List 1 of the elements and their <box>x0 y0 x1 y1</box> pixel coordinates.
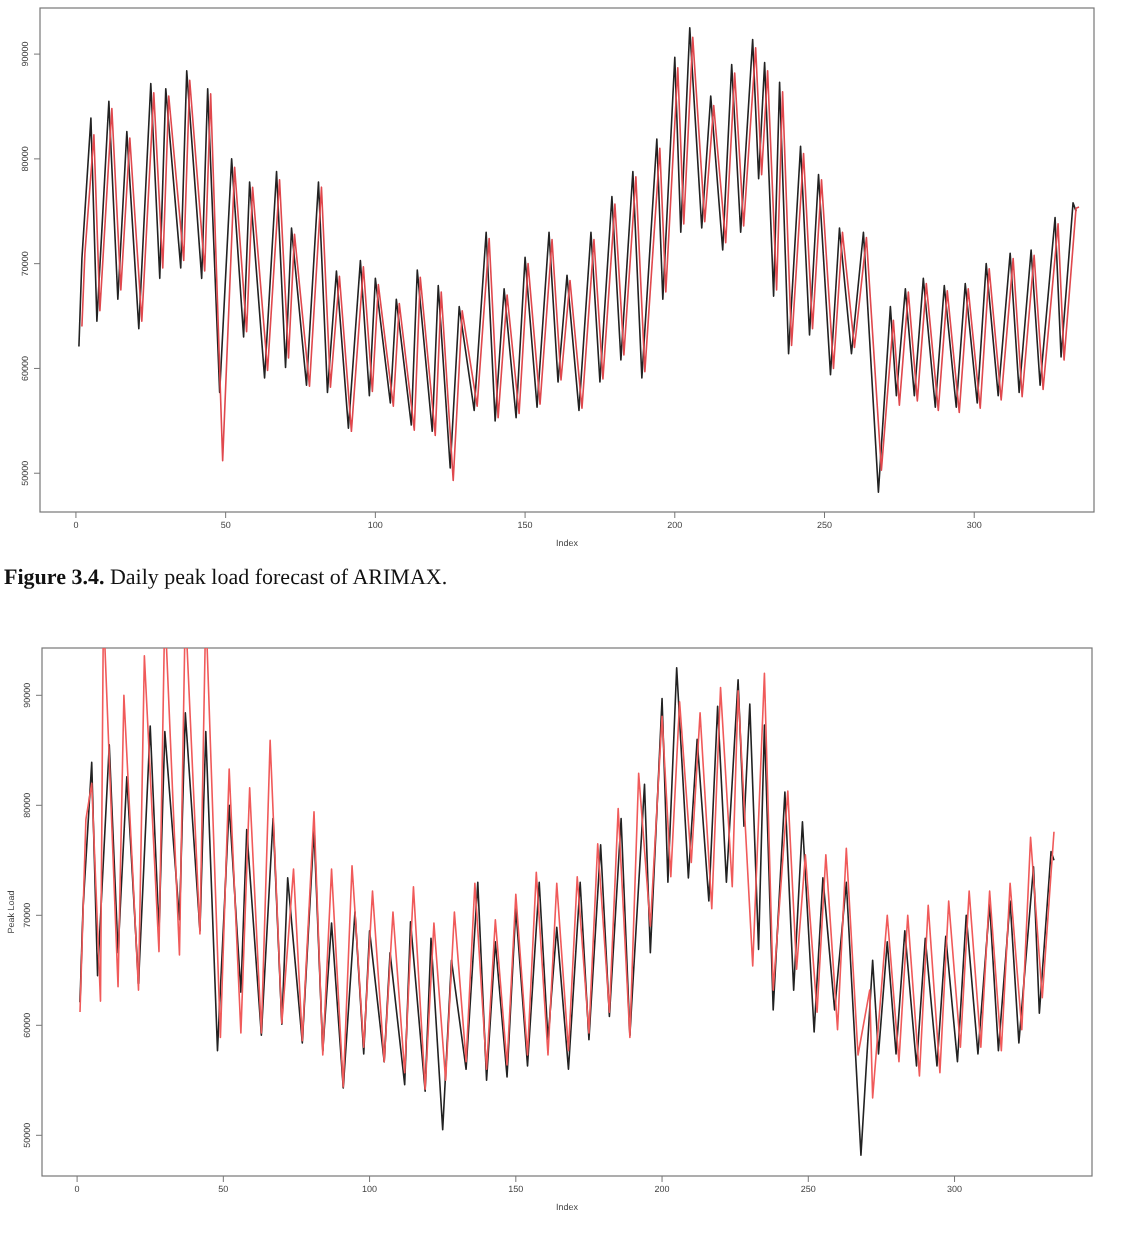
caption: Figure 3.4. Daily peak load forecast of ARIMAX. <box>4 566 448 590</box>
